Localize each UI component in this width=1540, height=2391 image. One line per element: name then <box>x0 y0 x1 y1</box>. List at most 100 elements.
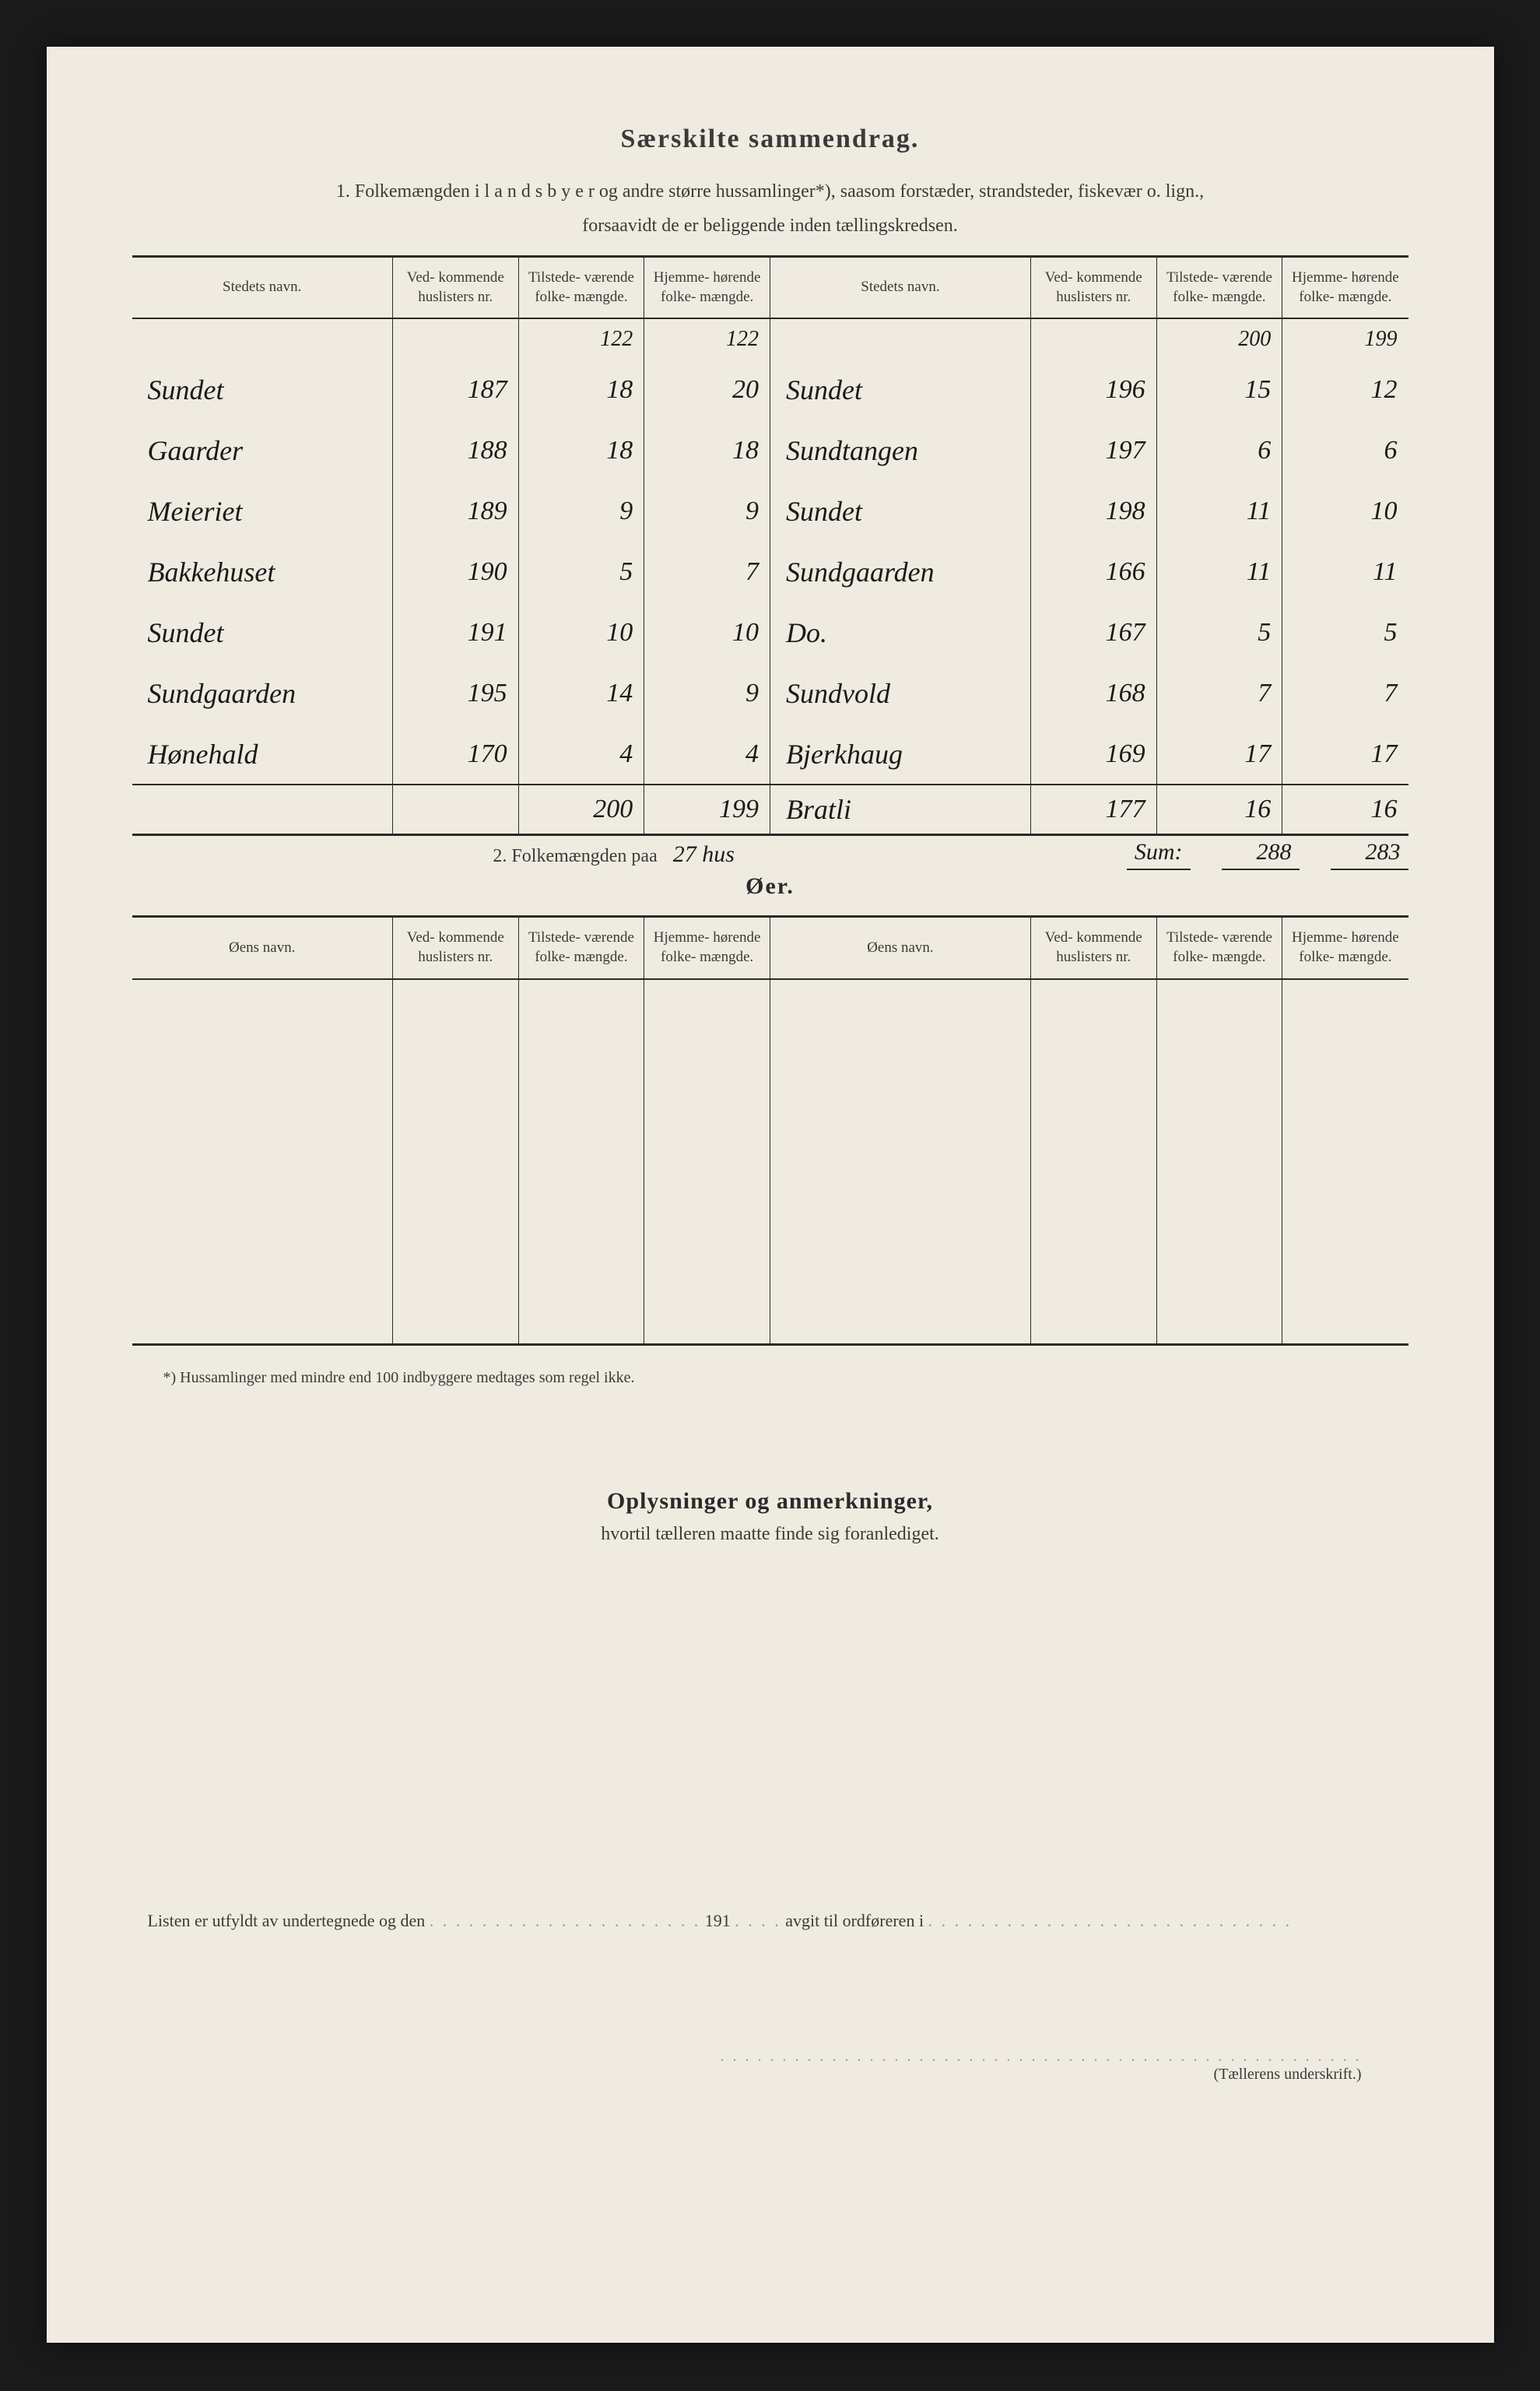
cell-c1: 167 <box>1030 602 1156 663</box>
header-row: Øens navn. Ved- kommende huslisters nr. … <box>132 918 1408 978</box>
cell-c1: 166 <box>1030 542 1156 602</box>
page-title: Særskilte sammendrag. <box>132 125 1408 154</box>
hdr-c1-left: Ved- kommende huslisters nr. <box>392 918 518 978</box>
section3-sub: hvortil tælleren maatte finde sig foranl… <box>132 1524 1408 1545</box>
cell-name: Sundet <box>132 360 393 420</box>
dotted-blank: . . . . . . . . . . . . . . . . . . . . … <box>721 2048 1362 2065</box>
header-row: Stedets navn. Ved- kommende huslisters n… <box>132 258 1408 318</box>
cell-c2: 11 <box>1156 542 1282 602</box>
cell-name: Sundet <box>132 602 393 663</box>
cell-c3: 9 <box>644 481 770 542</box>
table2: Øens navn. Ved- kommende huslisters nr. … <box>132 918 1408 1343</box>
table-row <box>132 979 1408 1040</box>
cell-name: Bratli <box>770 785 1030 834</box>
hdr-name2-right: Øens navn. <box>770 918 1030 978</box>
fill-a: Listen er utfyldt av undertegnede og den <box>148 1911 426 1930</box>
cell-name: Sundgaarden <box>132 663 393 724</box>
hdr-c2-right: Tilstede- værende folke- mængde. <box>1156 258 1282 318</box>
cell-c1: 187 <box>392 360 518 420</box>
subtotal-left-c3: 199 <box>644 785 770 834</box>
cell-name: Gaarder <box>132 420 393 481</box>
dotted-blank: . . . . . . . . . . . . . . . . . . . . … <box>430 1911 701 1930</box>
fill-c: avgit til ordføreren i <box>785 1911 924 1930</box>
table-row: Meieriet 189 9 9 Sundet 198 11 10 <box>132 481 1408 542</box>
cell-name: Sundgaarden <box>770 542 1030 602</box>
section3-title: Oplysninger og anmerkninger, <box>132 1488 1408 1515</box>
cell-c3: 7 <box>1282 663 1408 724</box>
cell-name: Meieriet <box>132 481 393 542</box>
cell-c1: 169 <box>1030 724 1156 785</box>
cell-c3: 17 <box>1282 724 1408 785</box>
table-row <box>132 1040 1408 1101</box>
carry-right-c3: 199 <box>1282 318 1408 360</box>
sum-label: Sum: <box>1127 839 1191 870</box>
cell-c1: 198 <box>1030 481 1156 542</box>
cell-c1: 177 <box>1030 785 1156 834</box>
table2-body <box>132 979 1408 1343</box>
hdr-c2-left: Tilstede- værende folke- mængde. <box>518 918 644 978</box>
cell-c2: 11 <box>1156 481 1282 542</box>
table2-wrap: Øens navn. Ved- kommende huslisters nr. … <box>132 915 1408 1345</box>
cell-c3: 6 <box>1282 420 1408 481</box>
footnote: *) Hussamlinger med mindre end 100 indby… <box>132 1369 1408 1387</box>
section2-title: Øer. <box>132 873 1408 900</box>
subtotal-left-c2: 200 <box>518 785 644 834</box>
table1: Stedets navn. Ved- kommende huslisters n… <box>132 258 1408 834</box>
section2-annotation: 27 hus <box>673 841 735 867</box>
hdr-c2-left: Tilstede- værende folke- mængde. <box>518 258 644 318</box>
cell-c2: 4 <box>518 724 644 785</box>
cell-c2: 14 <box>518 663 644 724</box>
cell-c3: 7 <box>644 542 770 602</box>
document-page: Særskilte sammendrag. 1. Folkemængden i … <box>47 47 1494 2343</box>
carry-row: 122 122 200 199 <box>132 318 1408 360</box>
cell-c2: 9 <box>518 481 644 542</box>
table-row <box>132 1222 1408 1283</box>
cell-c1: 195 <box>392 663 518 724</box>
sum-c2: 288 <box>1222 839 1300 870</box>
table-row: Gaarder 188 18 18 Sundtangen 197 6 6 <box>132 420 1408 481</box>
table-row: Sundgaarden 195 14 9 Sundvold 168 7 7 <box>132 663 1408 724</box>
cell-c2: 5 <box>1156 602 1282 663</box>
cell-c3: 9 <box>644 663 770 724</box>
signature-fill-line: Listen er utfyldt av undertegnede og den… <box>132 1911 1408 1931</box>
table1-wrap: Stedets navn. Ved- kommende huslisters n… <box>132 255 1408 836</box>
cell-c2: 15 <box>1156 360 1282 420</box>
cell-name: Hønehald <box>132 724 393 785</box>
section1-intro-line2: forsaavidt de er beliggende inden tællin… <box>132 212 1408 240</box>
cell-c2: 6 <box>1156 420 1282 481</box>
cell-c2: 17 <box>1156 724 1282 785</box>
table-row <box>132 1161 1408 1222</box>
cell-name: Sundtangen <box>770 420 1030 481</box>
hdr-name-right: Stedets navn. <box>770 258 1030 318</box>
hdr-c3-right: Hjemme- hørende folke- mængde. <box>1282 258 1408 318</box>
cell-name: Do. <box>770 602 1030 663</box>
table-row: Sundet 191 10 10 Do. 167 5 5 <box>132 602 1408 663</box>
cell-c1: 168 <box>1030 663 1156 724</box>
cell-c3: 5 <box>1282 602 1408 663</box>
cell-c3: 20 <box>644 360 770 420</box>
cell-c3: 16 <box>1282 785 1408 834</box>
hdr-c3-right: Hjemme- hørende folke- mængde. <box>1282 918 1408 978</box>
fill-b: 191 <box>705 1911 731 1930</box>
cell-c2: 18 <box>518 420 644 481</box>
table-row: Bakkehuset 190 5 7 Sundgaarden 166 11 11 <box>132 542 1408 602</box>
signature-label: . . . . . . . . . . . . . . . . . . . . … <box>132 2048 1408 2084</box>
cell-name: Bakkehuset <box>132 542 393 602</box>
cell-c2: 18 <box>518 360 644 420</box>
cell-c3: 18 <box>644 420 770 481</box>
hdr-c1-right: Ved- kommende huslisters nr. <box>1030 918 1156 978</box>
hdr-name2-left: Øens navn. <box>132 918 393 978</box>
hdr-c1-left: Ved- kommende huslisters nr. <box>392 258 518 318</box>
hdr-c3-left: Hjemme- hørende folke- mængde. <box>644 258 770 318</box>
sum-c3: 283 <box>1331 839 1408 870</box>
cell-c2: 16 <box>1156 785 1282 834</box>
cell-c3: 10 <box>1282 481 1408 542</box>
cell-c1: 197 <box>1030 420 1156 481</box>
dotted-blank: . . . . <box>735 1911 781 1930</box>
table-row: Hønehald 170 4 4 Bjerkhaug 169 17 17 <box>132 724 1408 785</box>
sum-line: 2. Folkemængden paa 27 hus Sum: 288 283 <box>132 836 1408 873</box>
table-row <box>132 1283 1408 1343</box>
cell-c3: 4 <box>644 724 770 785</box>
cell-c1: 190 <box>392 542 518 602</box>
section1-intro-line1: 1. Folkemængden i l a n d s b y e r og a… <box>132 177 1408 205</box>
